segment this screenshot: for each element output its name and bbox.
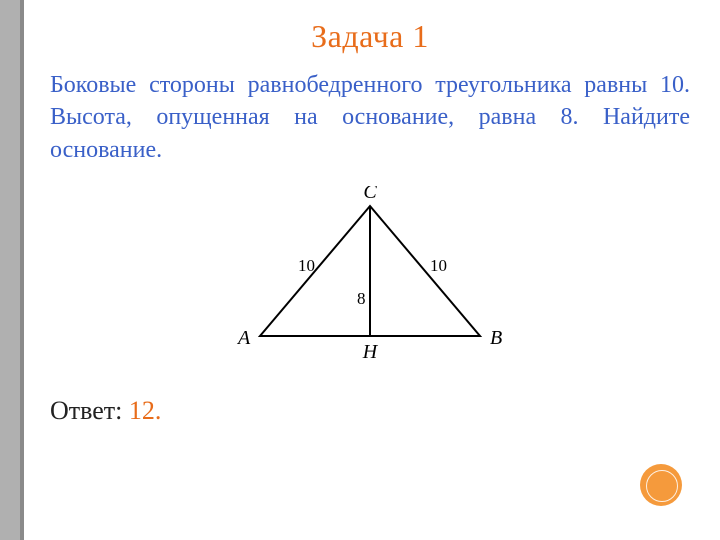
figure-container: A B C H 10 10 8 [50, 186, 690, 376]
side-label-left: 10 [298, 256, 315, 275]
answer-value: 12. [129, 396, 162, 425]
vertex-label-c: C [363, 186, 377, 203]
problem-text: Боковые стороны равнобедренного треуголь… [50, 69, 690, 166]
answer-row: Ответ: 12. [50, 396, 690, 426]
answer-label: Ответ: [50, 396, 122, 425]
vertex-label-a: A [236, 327, 251, 349]
problem-title: Задача 1 [50, 18, 690, 55]
height-label: 8 [357, 289, 366, 308]
triangle-figure: A B C H 10 10 8 [220, 186, 520, 371]
slide-content: Задача 1 Боковые стороны равнобедренного… [50, 18, 690, 426]
left-stripe [0, 0, 24, 540]
side-label-right: 10 [430, 256, 447, 275]
corner-dot-icon [640, 464, 682, 506]
vertex-label-b: B [490, 327, 502, 349]
vertex-label-h: H [362, 341, 379, 363]
